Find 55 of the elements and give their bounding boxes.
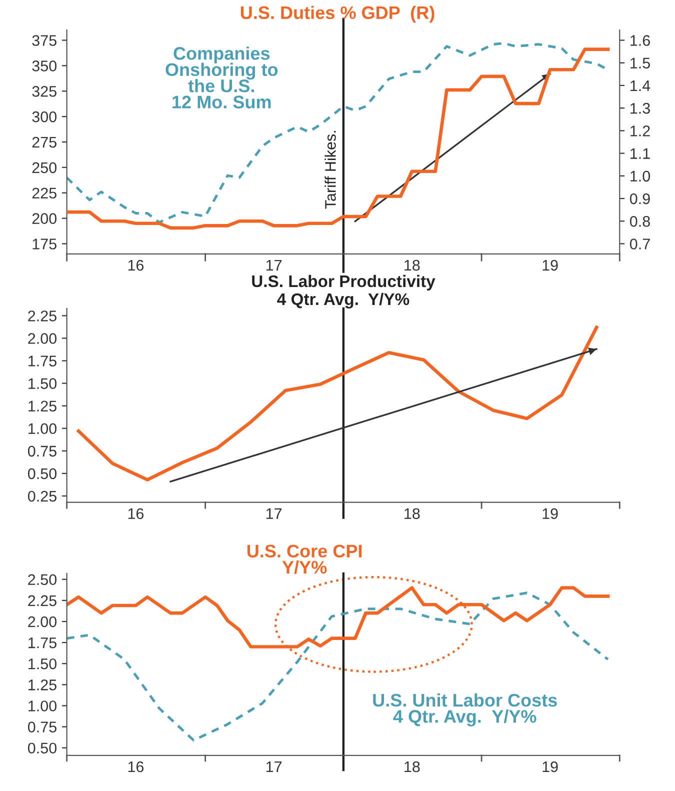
y-tick-label: 250 (32, 162, 57, 174)
y2-tick-label: 0.8 (630, 216, 650, 227)
text: U.S. Duties % GDP (R) (240, 6, 434, 23)
y-tick-label: 1.25 (28, 400, 56, 412)
x-tick-label: 17 (266, 260, 282, 271)
y-tick-label: 225 (32, 188, 56, 199)
x-tick-label: 18 (404, 260, 420, 271)
y-tick-label: 1.00 (28, 423, 57, 434)
y-tick-label: 175 (32, 238, 56, 250)
ref-line-label: Tariff Hikes. (324, 131, 336, 209)
x-tick-label: 18 (404, 761, 420, 772)
y-tick-label: 2.00 (28, 616, 57, 628)
y-tick-label: 2.25 (28, 595, 56, 606)
y-tick-label: 325 (32, 86, 56, 97)
x-tick-label: 16 (128, 508, 144, 520)
y2-tick-label: 1.2 (630, 126, 650, 136)
y2-tick-label: 1.6 (630, 35, 650, 46)
text: U.S. Unit Labor Costs 4 Qtr. Avg. Y/Y% (373, 693, 557, 726)
y-tick-label: 1.75 (28, 638, 56, 648)
series-label: Companies Onshoring to the U.S. 12 Mo. Sum (166, 46, 278, 108)
y2-tick-label: 1.1 (630, 148, 650, 159)
y2-tick-label: 1.4 (630, 80, 650, 91)
y-tick-label: 0.25 (28, 490, 56, 502)
y-tick-label: 375 (32, 35, 56, 46)
y2-tick-label: 0.9 (630, 193, 650, 204)
y2-tick-label: 1.0 (630, 170, 650, 182)
y-tick-label: 1.50 (28, 658, 57, 670)
x-tick-label: 16 (128, 260, 144, 271)
y-tick-label: 1.75 (28, 356, 56, 366)
y-tick-label: 200 (32, 213, 57, 224)
x-tick-label: 18 (404, 508, 420, 520)
x-tick-label: 19 (542, 508, 558, 520)
x-tick-label: 17 (266, 762, 282, 772)
y2-tick-label: 1.3 (630, 102, 650, 114)
y-tick-label: 275 (32, 136, 56, 148)
text: U.S. Core CPI Y/Y% (247, 544, 362, 574)
y-tick-label: 2.25 (28, 310, 56, 322)
y-tick-label: 1.25 (28, 680, 56, 690)
y-tick-label: 2.50 (28, 574, 57, 586)
x-tick-label: 19 (542, 260, 558, 271)
y-tick-label: 0.75 (28, 722, 56, 732)
y-tick-label: 0.50 (28, 468, 57, 480)
y-tick-label: 0.75 (28, 446, 56, 457)
x-tick-label: 19 (542, 761, 558, 772)
y-tick-label: 2.00 (28, 333, 57, 344)
y-tick-label: 0.50 (28, 742, 57, 754)
y2-tick-label: 0.7 (630, 238, 650, 250)
y2-tick-label: 1.5 (630, 58, 650, 69)
x-tick-label: 16 (128, 761, 144, 772)
y-tick-label: 1.50 (28, 378, 57, 389)
y-tick-label: 1.00 (28, 700, 57, 712)
x-tick-label: 17 (266, 508, 282, 519)
chart-title: U.S. Labor Productivity 4 Qtr. Avg. Y/Y% (252, 274, 436, 308)
y-tick-label: 350 (32, 60, 57, 72)
y-tick-label: 300 (32, 111, 57, 122)
